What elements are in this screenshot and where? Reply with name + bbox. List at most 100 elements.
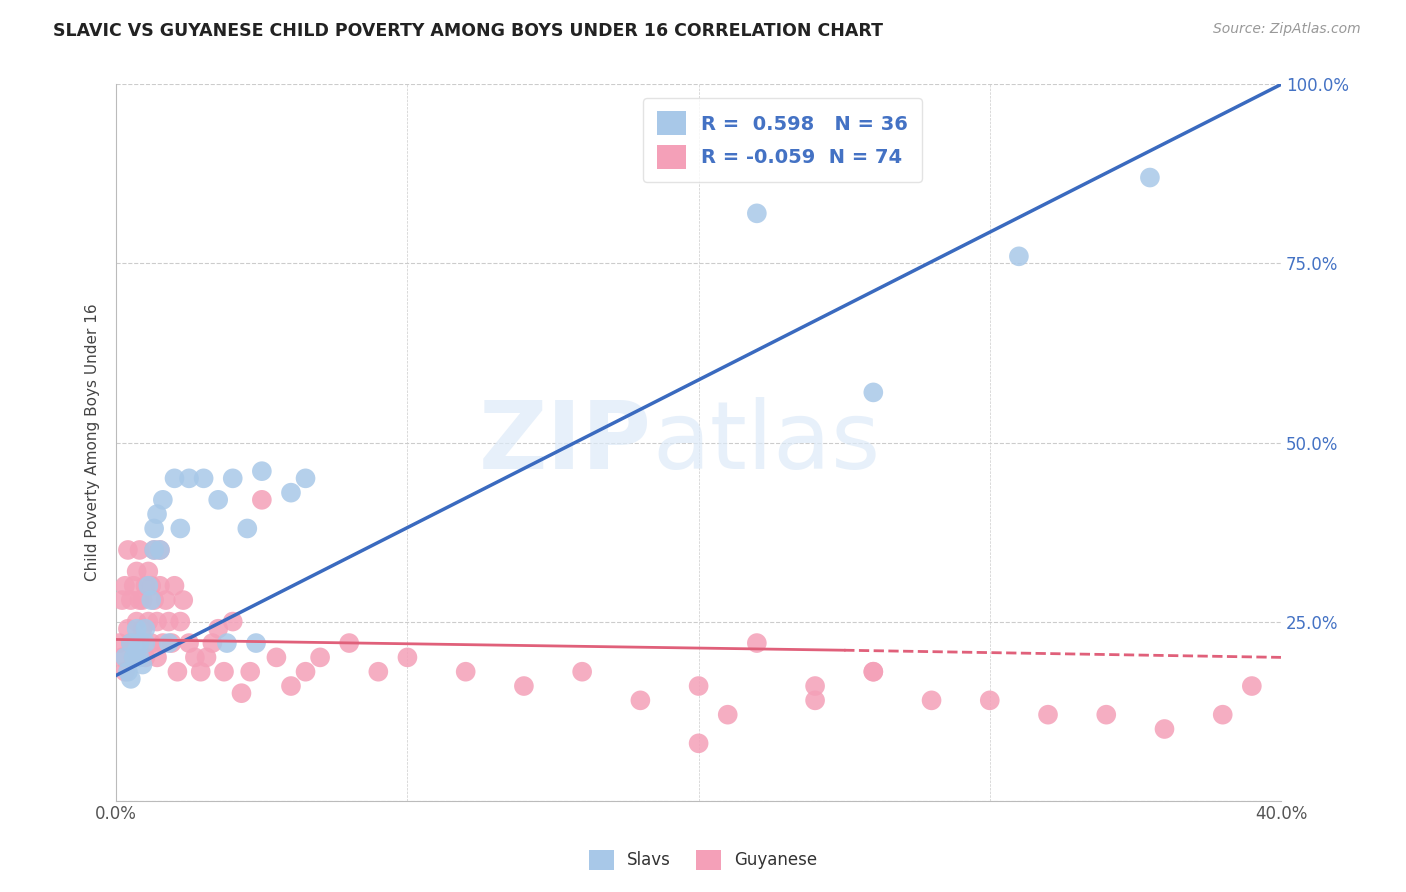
Y-axis label: Child Poverty Among Boys Under 16: Child Poverty Among Boys Under 16 [86, 303, 100, 582]
Point [222, 615, 245, 629]
Point [571, 665, 593, 679]
Text: atlas: atlas [652, 397, 880, 489]
Point [136, 565, 159, 579]
Point [125, 622, 148, 636]
Point [207, 622, 229, 636]
Point [454, 665, 477, 679]
Point [122, 579, 145, 593]
Point [114, 665, 136, 679]
Point [979, 693, 1001, 707]
Point [146, 615, 169, 629]
Point [1240, 679, 1263, 693]
Point [250, 464, 273, 478]
Point [862, 665, 884, 679]
Text: Source: ZipAtlas.com: Source: ZipAtlas.com [1213, 22, 1361, 37]
Point [745, 206, 768, 220]
Point [207, 492, 229, 507]
Point [239, 665, 262, 679]
Point [804, 679, 827, 693]
Point [169, 521, 191, 535]
Point [337, 636, 360, 650]
Legend: R =  0.598   N = 36, R = -0.059  N = 74: R = 0.598 N = 36, R = -0.059 N = 74 [643, 98, 922, 182]
Point [804, 693, 827, 707]
Point [309, 650, 332, 665]
Point [1153, 722, 1175, 736]
Point [190, 665, 212, 679]
Point [146, 507, 169, 521]
Point [131, 593, 153, 607]
Point [131, 657, 153, 672]
Point [136, 579, 159, 593]
Point [143, 543, 166, 558]
Point [128, 593, 150, 607]
Point [141, 593, 163, 607]
Point [212, 665, 235, 679]
Point [143, 593, 166, 607]
Point [222, 471, 245, 485]
Point [125, 643, 148, 657]
Point [160, 636, 183, 650]
Point [122, 650, 145, 665]
Point [177, 636, 200, 650]
Point [143, 521, 166, 535]
Point [201, 636, 224, 650]
Point [111, 593, 134, 607]
Point [266, 650, 288, 665]
Legend: Slavs, Guyanese: Slavs, Guyanese [582, 843, 824, 877]
Point [1095, 707, 1118, 722]
Point [128, 543, 150, 558]
Point [141, 636, 163, 650]
Point [117, 665, 139, 679]
Point [122, 650, 145, 665]
Point [152, 636, 174, 650]
Point [149, 543, 172, 558]
Point [1008, 249, 1031, 263]
Point [136, 615, 159, 629]
Text: ZIP: ZIP [479, 397, 652, 489]
Point [628, 693, 651, 707]
Point [193, 471, 215, 485]
Point [125, 565, 148, 579]
Point [111, 650, 134, 665]
Point [862, 665, 884, 679]
Point [280, 485, 302, 500]
Point [215, 636, 238, 650]
Point [114, 650, 136, 665]
Point [149, 543, 172, 558]
Point [143, 543, 166, 558]
Point [163, 579, 186, 593]
Point [294, 665, 316, 679]
Point [120, 672, 142, 686]
Point [717, 707, 740, 722]
Point [236, 521, 259, 535]
Text: SLAVIC VS GUYANESE CHILD POVERTY AMONG BOYS UNDER 16 CORRELATION CHART: SLAVIC VS GUYANESE CHILD POVERTY AMONG B… [53, 22, 883, 40]
Point [157, 636, 180, 650]
Point [146, 650, 169, 665]
Point [149, 579, 172, 593]
Point [128, 636, 150, 650]
Point [688, 736, 710, 750]
Point [862, 385, 884, 400]
Point [177, 471, 200, 485]
Point [745, 636, 768, 650]
Point [108, 636, 131, 650]
Point [688, 679, 710, 693]
Point [134, 650, 156, 665]
Point [134, 622, 156, 636]
Point [195, 650, 218, 665]
Point [245, 636, 267, 650]
Point [172, 593, 194, 607]
Point [166, 665, 188, 679]
Point [280, 679, 302, 693]
Point [294, 471, 316, 485]
Point [134, 579, 156, 593]
Point [169, 615, 191, 629]
Point [231, 686, 253, 700]
Point [396, 650, 419, 665]
Point [1139, 170, 1161, 185]
Point [134, 636, 156, 650]
Point [1036, 707, 1059, 722]
Point [155, 593, 177, 607]
Point [157, 615, 180, 629]
Point [117, 622, 139, 636]
